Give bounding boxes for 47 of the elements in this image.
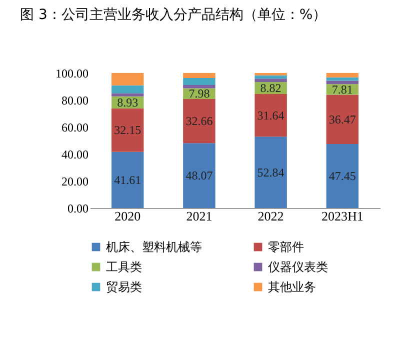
bar: [254, 94, 287, 137]
x-tick-label: 2022: [258, 208, 284, 224]
bar: [254, 136, 287, 208]
bar: [254, 75, 287, 79]
y-tick-label: 0.00: [68, 202, 88, 216]
bar: [111, 73, 144, 86]
data-label: 52.84: [257, 165, 284, 180]
data-label: 7.98: [188, 86, 210, 101]
bar: [183, 99, 216, 144]
legend-label: 仪器仪表类: [268, 260, 328, 274]
bar: [111, 85, 144, 94]
data-label: 41.61: [114, 172, 142, 187]
data-label: 8.93: [117, 95, 138, 110]
bar: [326, 77, 359, 81]
legend-label: 零部件: [268, 240, 304, 254]
data-label: 32.66: [186, 114, 213, 128]
bar: [111, 93, 144, 96]
y-tick-label: 40.00: [62, 148, 88, 162]
y-tick-label: 20.00: [62, 174, 88, 188]
data-label: 32.15: [114, 123, 142, 138]
data-label: 36.47: [328, 112, 356, 126]
bar: [183, 85, 216, 88]
bar: [111, 108, 144, 152]
bar: [326, 144, 359, 208]
data-label: 48.07: [186, 168, 213, 183]
x-tick-label: 2020: [114, 208, 141, 224]
legend-label: 工具类: [106, 260, 142, 274]
legend-label: 贸易类: [106, 280, 142, 294]
legend-label: 机床、塑料机械等: [106, 240, 202, 254]
bar: [254, 78, 287, 82]
y-tick-label: 100.00: [56, 66, 88, 80]
y-tick-label: 60.00: [62, 120, 88, 134]
x-tick-label: 2021: [186, 208, 212, 224]
data-label: 31.64: [257, 108, 284, 122]
bar: [183, 143, 216, 208]
bar: [326, 94, 359, 144]
chart-title: 图 3：公司主营业务收入分产品结构（单位：%）: [20, 7, 327, 23]
bar: [326, 72, 359, 78]
data-label: 47.45: [328, 168, 356, 183]
data-label: 8.82: [260, 81, 282, 95]
data-label: 7.81: [332, 82, 353, 96]
bar: [183, 72, 216, 78]
bar: [111, 152, 144, 208]
y-tick-label: 80.00: [62, 94, 88, 108]
x-tick-label: 2023H1: [321, 208, 364, 224]
legend-label: 其他业务: [268, 280, 316, 294]
bar: [183, 78, 216, 85]
